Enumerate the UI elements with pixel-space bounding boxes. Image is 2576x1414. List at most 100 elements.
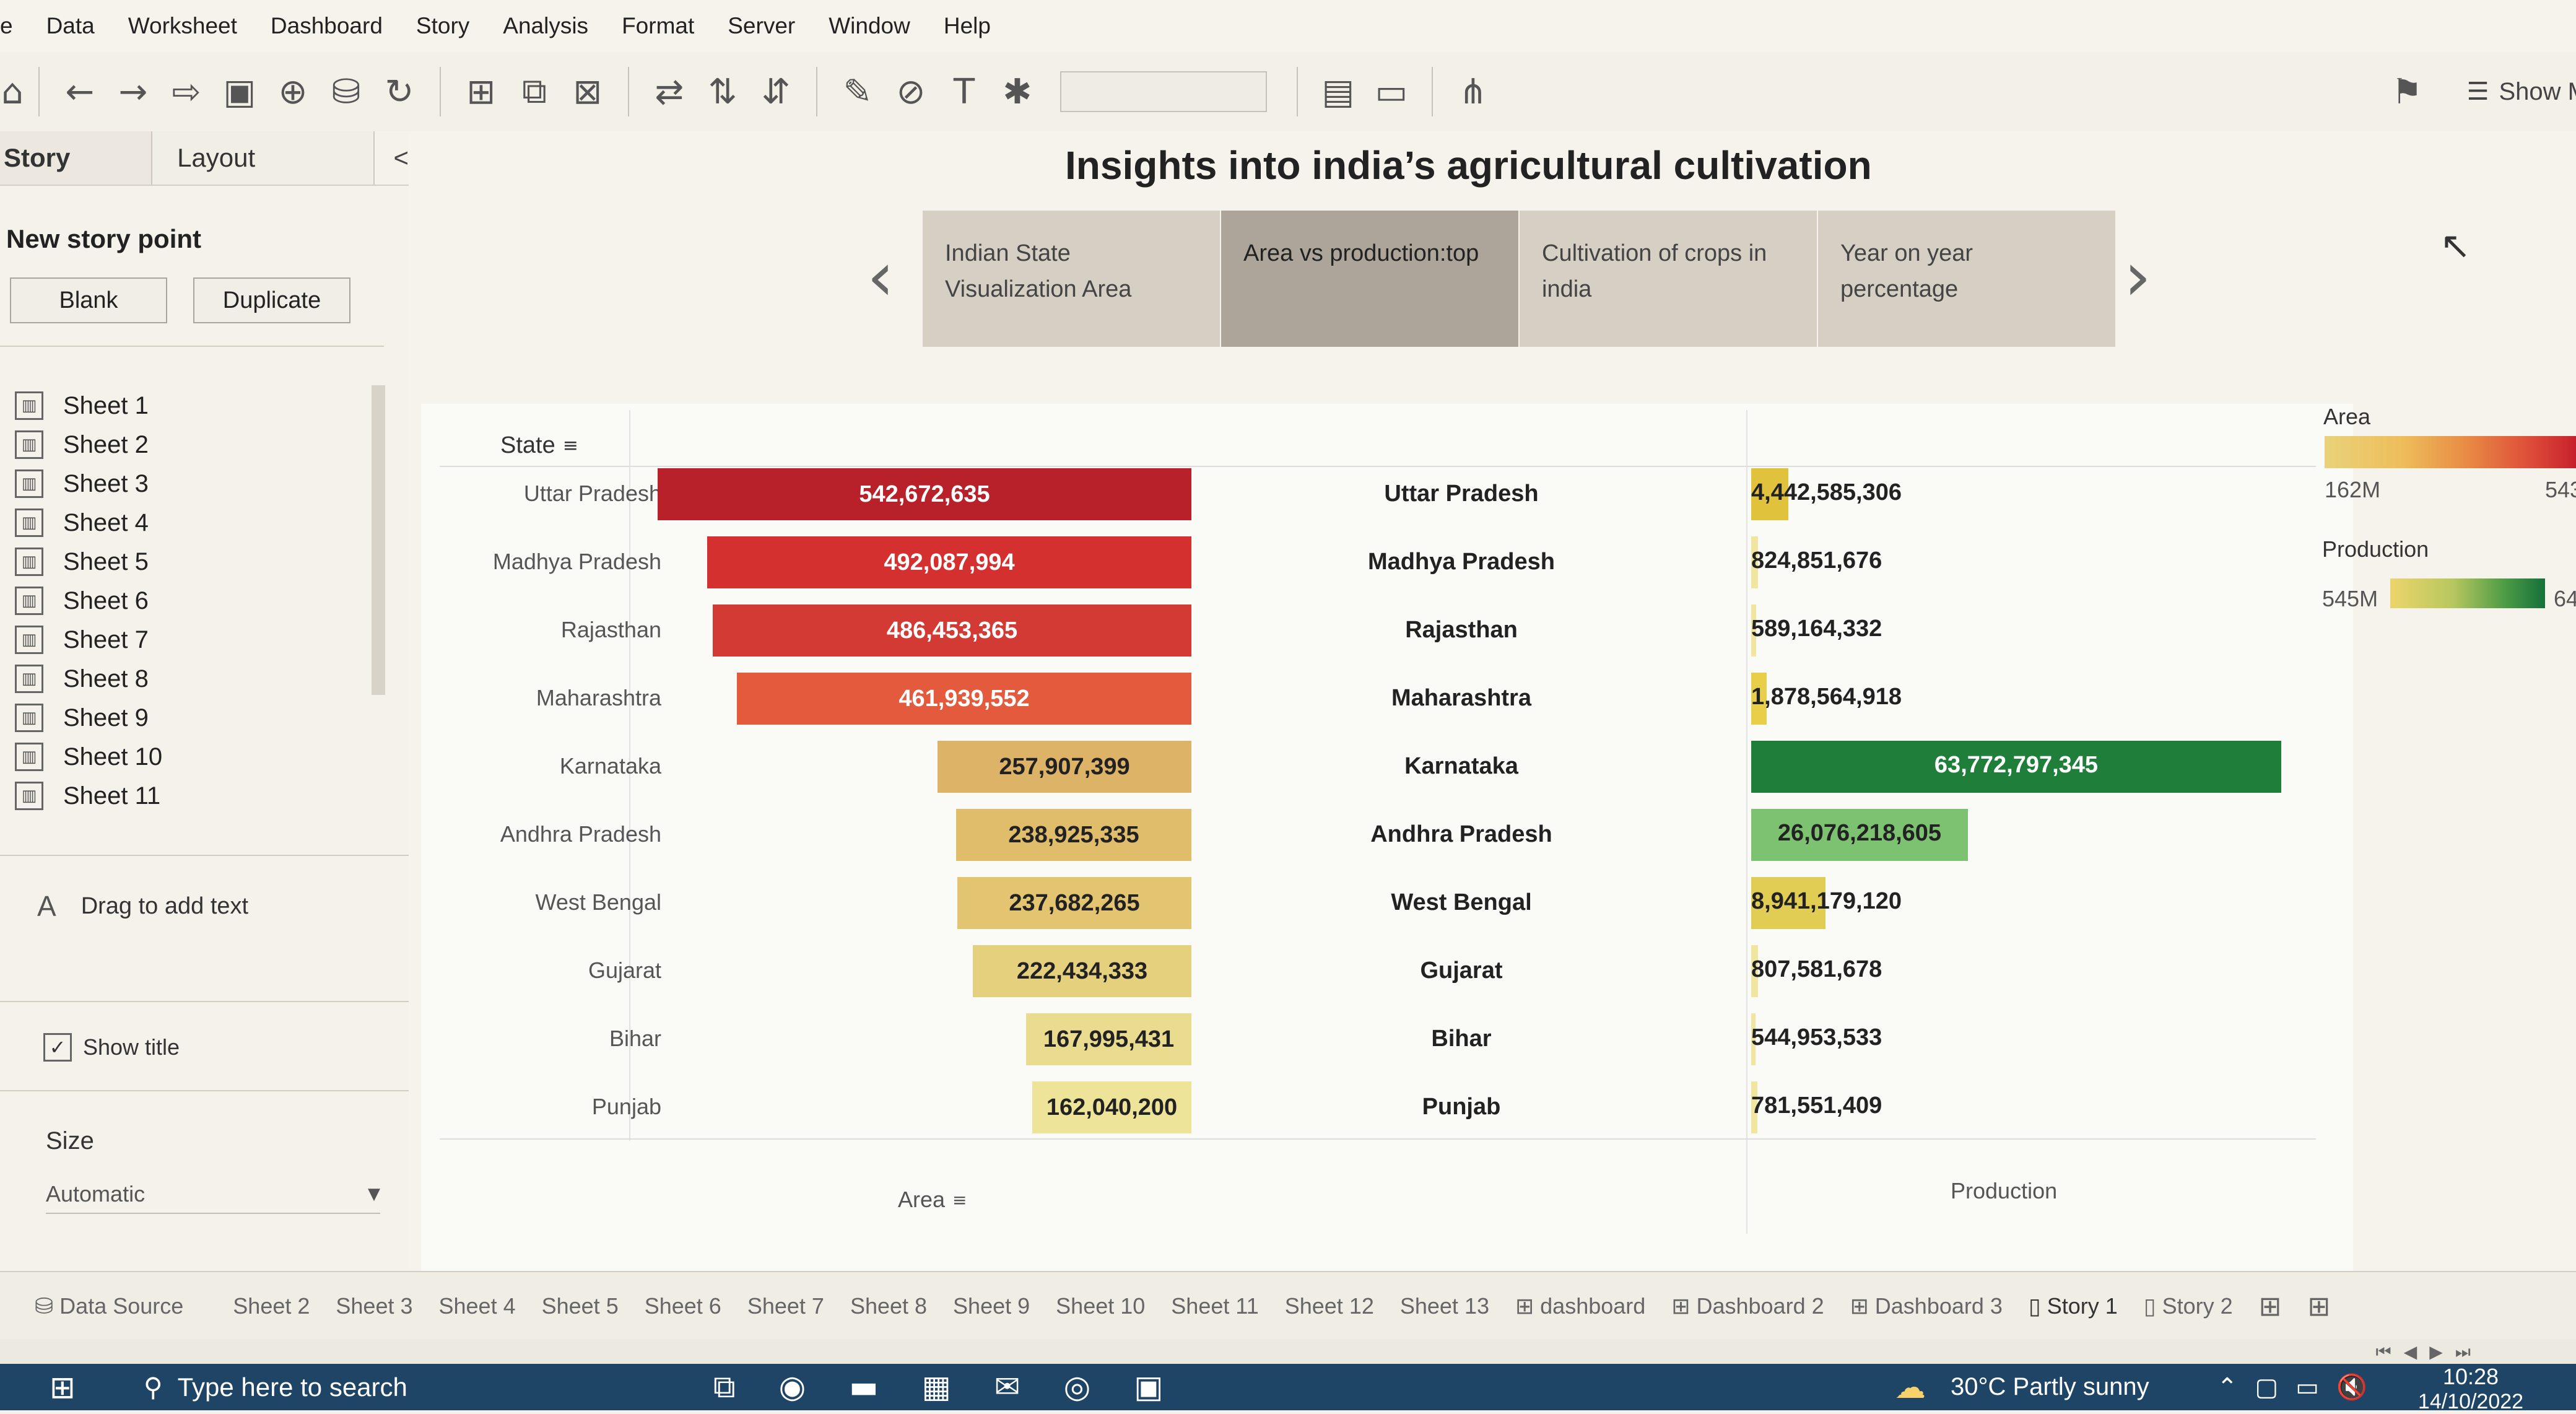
area-bar[interactable]: 542,672,635: [658, 468, 1191, 520]
menu-worksheet[interactable]: Worksheet: [128, 13, 237, 39]
duplicate-button[interactable]: Duplicate: [193, 277, 350, 323]
show-me-button[interactable]: ☰ Show M: [2467, 77, 2576, 106]
sheet-list-item[interactable]: ▥Sheet 5: [15, 548, 149, 576]
sheet-list-item[interactable]: ▥Sheet 1: [15, 391, 149, 420]
share-icon[interactable]: ⋔: [1447, 72, 1500, 112]
group-icon[interactable]: ⊘: [884, 72, 938, 112]
show-title-checkbox[interactable]: ✓: [43, 1033, 72, 1062]
forward-arrow-icon[interactable]: →: [107, 72, 160, 112]
tab-sheet[interactable]: Sheet 13: [1400, 1293, 1489, 1319]
previous-point-icon[interactable]: ‹: [867, 237, 894, 316]
sheet-list-item[interactable]: ▥Sheet 9: [15, 704, 149, 732]
presentation-icon[interactable]: ▭: [1365, 72, 1418, 112]
tab-sheet[interactable]: Sheet 6: [645, 1293, 721, 1319]
sheet-list-item[interactable]: ▥Sheet 6: [15, 587, 149, 615]
home-icon[interactable]: ⌂: [0, 72, 25, 112]
tab-sheet[interactable]: Sheet 12: [1285, 1293, 1374, 1319]
sort-icon[interactable]: ≡: [952, 1190, 967, 1210]
highlight-icon[interactable]: ✎: [831, 72, 884, 112]
tab-sheet[interactable]: Sheet 7: [747, 1293, 824, 1319]
menu-data[interactable]: Data: [46, 13, 95, 39]
sort-icon[interactable]: ≡: [563, 435, 578, 456]
duplicate-sheet-icon[interactable]: ⧉: [508, 71, 561, 112]
weather-text[interactable]: 30°C Partly sunny: [1951, 1373, 2149, 1401]
new-worksheet-icon[interactable]: ⊞: [455, 72, 508, 112]
story-point-2[interactable]: Area vs production:top: [1221, 211, 1518, 347]
start-icon[interactable]: ⊞: [50, 1369, 76, 1405]
clock[interactable]: 10:28 14/10/2022: [2403, 1364, 2539, 1414]
tab-story[interactable]: Story: [0, 131, 152, 185]
save-icon[interactable]: ▣: [213, 72, 266, 112]
area-bar[interactable]: 167,995,431: [1026, 1013, 1191, 1065]
format-painter-icon[interactable]: ⚑: [2380, 72, 2434, 112]
state-header[interactable]: State ≡: [500, 432, 578, 459]
menu-story[interactable]: Story: [416, 13, 469, 39]
tab-sheet[interactable]: Sheet 10: [1056, 1293, 1145, 1319]
pin-icon[interactable]: ✱: [991, 72, 1044, 112]
sheet-list-item[interactable]: ▥Sheet 11: [15, 782, 160, 810]
show-title-option[interactable]: ✓ Show title: [43, 1033, 180, 1062]
fit-dropdown[interactable]: [1060, 71, 1267, 112]
area-bar[interactable]: 222,434,333: [973, 945, 1191, 997]
swap-icon[interactable]: ⇄: [643, 72, 696, 112]
tab-story[interactable]: ▯Story 1: [2029, 1293, 2118, 1319]
sort-ascending-icon[interactable]: ⇅: [696, 72, 749, 112]
tab-sheet[interactable]: Sheet 8: [850, 1293, 927, 1319]
next-point-icon[interactable]: ›: [2124, 237, 2151, 316]
sheet-list-item[interactable]: ▥Sheet 10: [15, 743, 162, 771]
tab-sheet[interactable]: Sheet 11: [1171, 1293, 1258, 1319]
menu-window[interactable]: Window: [829, 13, 910, 39]
tab-dashboard[interactable]: ⊞dashboard: [1515, 1293, 1645, 1319]
area-bar[interactable]: 238,925,335: [956, 809, 1191, 861]
sheet-list-scrollbar[interactable]: [372, 385, 385, 695]
sheet-list-item[interactable]: ▥Sheet 7: [15, 626, 149, 654]
label-icon[interactable]: T: [938, 72, 991, 112]
tab-layout[interactable]: Layout: [152, 131, 375, 185]
data-source-icon[interactable]: ⛁: [320, 72, 373, 112]
back-arrow-icon[interactable]: ←: [53, 72, 107, 112]
new-dashboard-tab-icon[interactable]: ⊞: [2308, 1291, 2331, 1322]
tab-sheet[interactable]: Sheet 9: [953, 1293, 1030, 1319]
tab-sheet[interactable]: Sheet 5: [542, 1293, 619, 1319]
menu-format[interactable]: Format: [622, 13, 694, 39]
tab-dashboard[interactable]: ⊞Dashboard 2: [1671, 1293, 1824, 1319]
area-axis[interactable]: Area ≡: [898, 1187, 967, 1213]
sheet-list-item[interactable]: ▥Sheet 8: [15, 665, 149, 693]
blank-button[interactable]: Blank: [10, 277, 167, 323]
area-bar[interactable]: 492,087,994: [707, 536, 1191, 588]
menu-file[interactable]: e: [0, 13, 13, 39]
collapse-pane-icon[interactable]: <: [393, 131, 409, 185]
area-bar[interactable]: 257,907,399: [938, 741, 1191, 793]
taskbar-search[interactable]: ⚲ Type here to search: [144, 1372, 614, 1402]
area-bar[interactable]: 162,040,200: [1032, 1081, 1191, 1133]
tab-sheet[interactable]: Sheet 4: [439, 1293, 516, 1319]
tab-dashboard[interactable]: ⊞Dashboard 3: [1850, 1293, 2003, 1319]
size-dropdown[interactable]: Automatic ▼: [46, 1176, 380, 1214]
tab-story[interactable]: ▯Story 2: [2144, 1293, 2233, 1319]
redo-dropdown-icon[interactable]: ⇨: [160, 72, 213, 112]
drag-text-item[interactable]: A Drag to add text: [37, 889, 248, 923]
tab-sheet[interactable]: Sheet 3: [336, 1293, 412, 1319]
show-cards-icon[interactable]: ▤: [1312, 72, 1365, 112]
area-bar[interactable]: 486,453,365: [713, 604, 1191, 657]
taskbar-apps[interactable]: ⧉◉▬▦✉◎▣: [713, 1369, 1207, 1405]
refresh-icon[interactable]: ↻: [373, 72, 426, 112]
menu-server[interactable]: Server: [728, 13, 795, 39]
sheet-list-item[interactable]: ▥Sheet 2: [15, 430, 149, 459]
sort-descending-icon[interactable]: ⇵: [749, 72, 803, 112]
sheet-list-item[interactable]: ▥Sheet 4: [15, 508, 149, 537]
menu-analysis[interactable]: Analysis: [503, 13, 588, 39]
tab-navigation-icons[interactable]: ⏮◀▶⏭: [2376, 1342, 2483, 1363]
area-bar[interactable]: 237,682,265: [957, 877, 1191, 929]
area-bar[interactable]: 461,939,552: [737, 673, 1191, 725]
sheet-list-item[interactable]: ▥Sheet 3: [15, 469, 149, 498]
system-tray-icons[interactable]: ⌃▢▭🔇: [2217, 1373, 2385, 1402]
menu-dashboard[interactable]: Dashboard: [271, 13, 383, 39]
tab-sheet[interactable]: Sheet 2: [233, 1293, 310, 1319]
new-worksheet-tab-icon[interactable]: ⊞: [2259, 1291, 2282, 1322]
new-data-source-icon[interactable]: ⊕: [266, 72, 320, 112]
clear-sheet-icon[interactable]: ⊠: [561, 72, 614, 112]
